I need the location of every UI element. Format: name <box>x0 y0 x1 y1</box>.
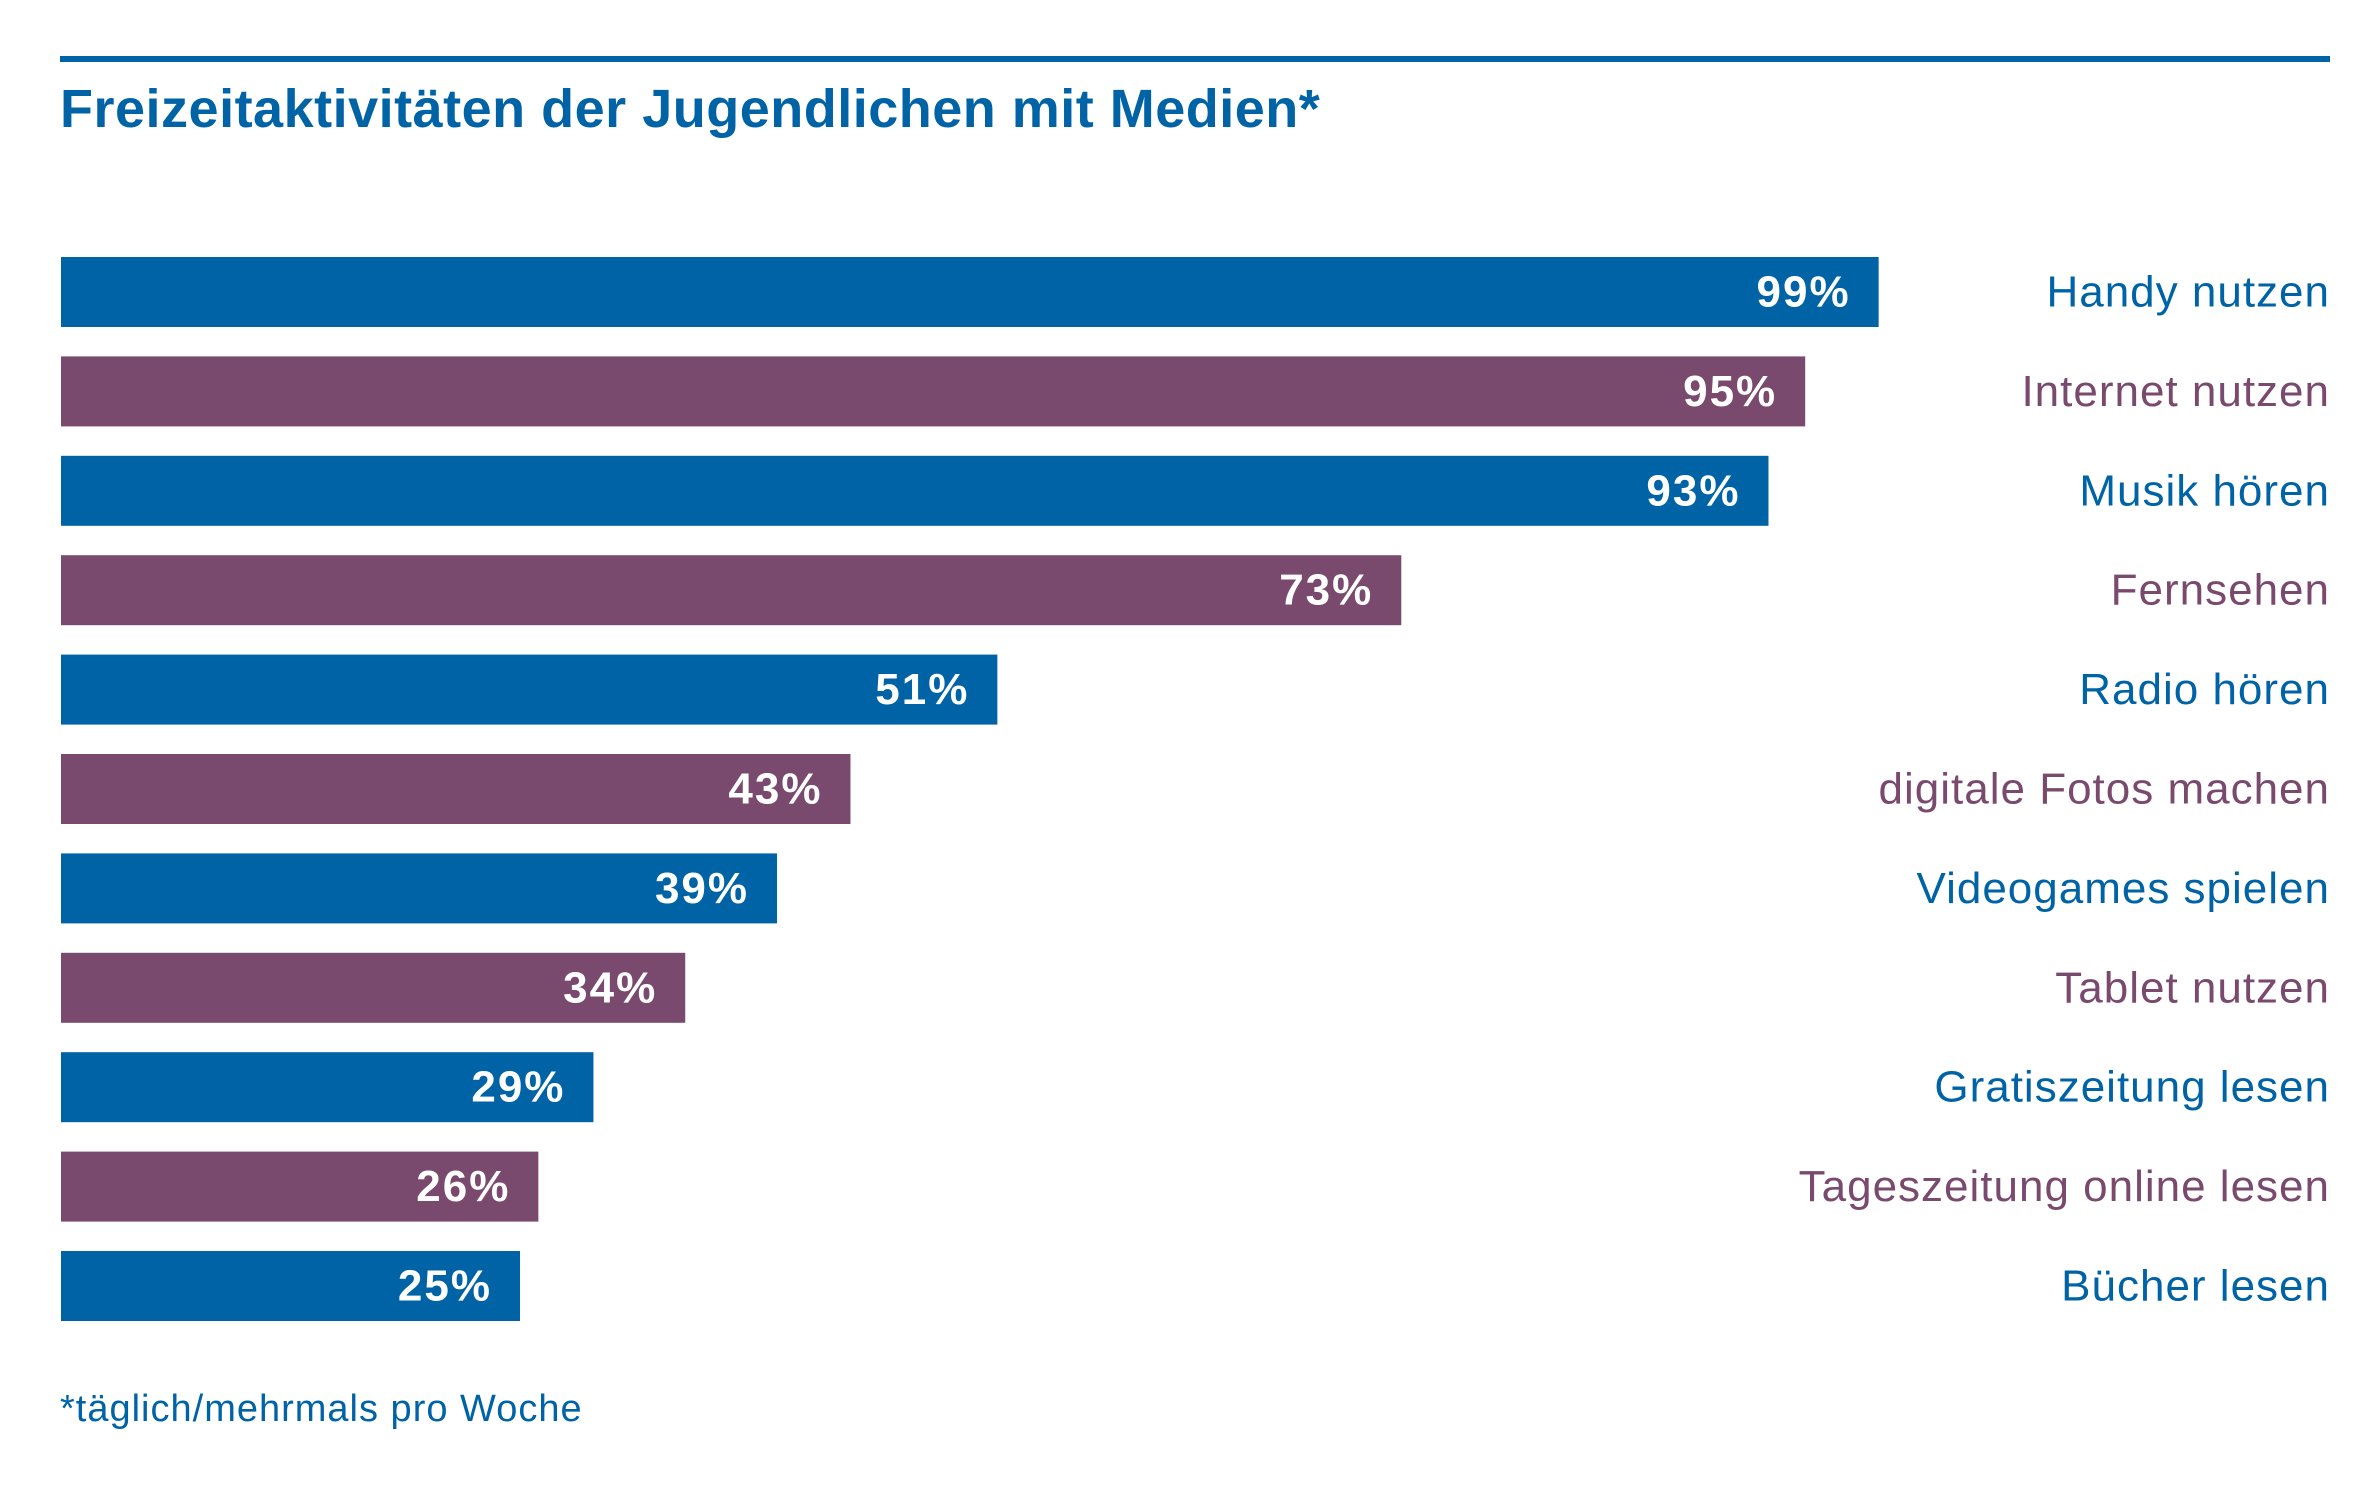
category-label-5: Radio hören <box>2079 665 2330 714</box>
bar-value-label-2: 95% <box>1683 367 1777 416</box>
bar-value-label-9: 29% <box>471 1063 565 1112</box>
category-label-3: Musik hören <box>2079 466 2330 515</box>
bar-value-label-6: 43% <box>728 765 822 814</box>
category-label-1: Handy nutzen <box>2046 268 2330 317</box>
bar-2 <box>61 356 1806 427</box>
bar-value-label-5: 51% <box>875 665 969 714</box>
category-label-6: digitale Fotos machen <box>1879 765 2330 814</box>
bar-value-label-11: 25% <box>398 1262 492 1311</box>
bar-5 <box>61 654 998 725</box>
category-label-9: Gratiszeitung lesen <box>1934 1063 2330 1112</box>
category-label-10: Tageszeitung online lesen <box>1799 1162 2330 1211</box>
bar-value-label-7: 39% <box>655 864 749 913</box>
category-label-4: Fernsehen <box>2111 566 2330 615</box>
bar-value-label-4: 73% <box>1279 566 1373 615</box>
bar-9 <box>61 1052 594 1123</box>
bar-value-label-1: 99% <box>1757 268 1851 317</box>
bar-value-label-8: 34% <box>563 963 657 1012</box>
bar-value-label-10: 26% <box>416 1162 510 1211</box>
category-label-7: Videogames spielen <box>1917 864 2330 913</box>
bar-7 <box>61 853 778 924</box>
bar-6 <box>61 754 851 824</box>
bar-value-label-3: 93% <box>1646 466 1740 515</box>
bar-1 <box>61 257 1879 327</box>
bar-3 <box>61 455 1769 526</box>
category-label-11: Bücher lesen <box>2061 1262 2330 1311</box>
bar-10 <box>61 1151 539 1222</box>
category-label-2: Internet nutzen <box>2021 367 2330 416</box>
chart-footnote: *täglich/mehrmals pro Woche <box>60 1388 583 1430</box>
title-rule <box>60 56 2330 62</box>
category-label-8: Tablet nutzen <box>2055 963 2330 1012</box>
bar-11 <box>61 1251 520 1321</box>
chart-title: Freizeitaktivitäten der Jugendlichen mit… <box>60 79 1321 139</box>
bar-4 <box>61 555 1402 626</box>
bar-8 <box>61 952 686 1023</box>
